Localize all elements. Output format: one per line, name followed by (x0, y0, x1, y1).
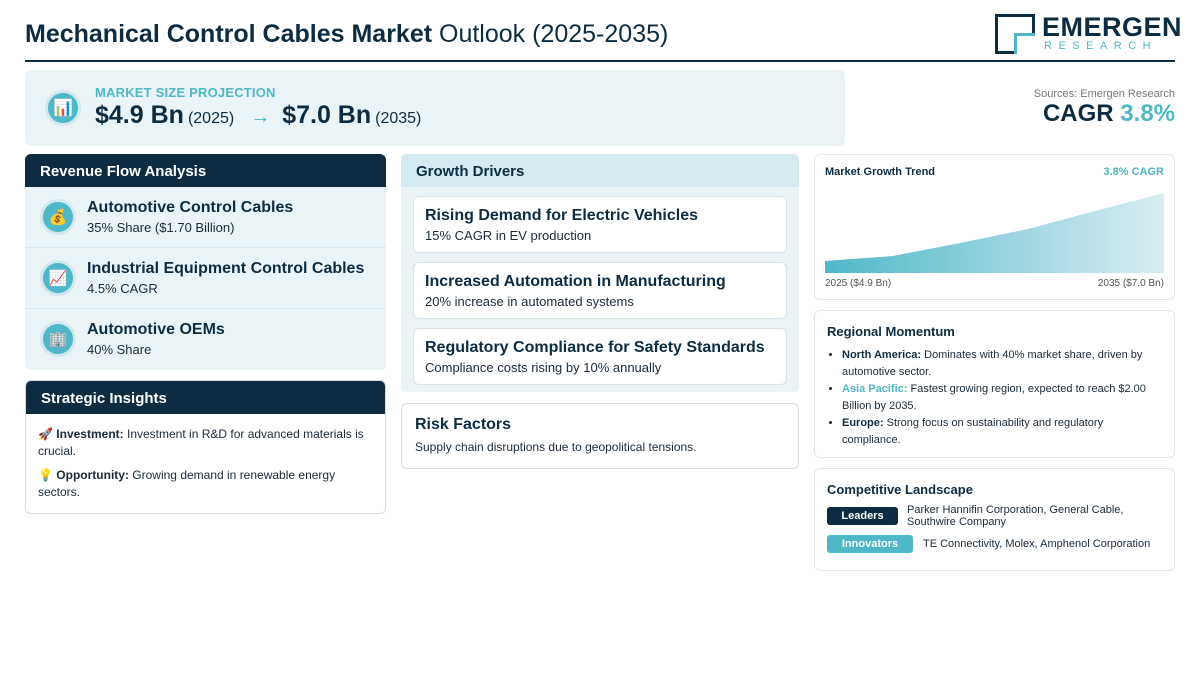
risk-factors-title: Risk Factors (415, 416, 512, 433)
growth-driver-card: Regulatory Compliance for Safety Standar… (413, 328, 787, 385)
trend-end-label: 2035 ($7.0 Bn) (1097, 278, 1164, 289)
end-value: $7.0 Bn (282, 101, 372, 129)
driver-sub: Compliance costs rising by 10% annually (425, 360, 662, 375)
opportunity-label: Opportunity: (56, 468, 129, 482)
money-bag-icon: 💰 (40, 199, 76, 235)
bar-chart-icon: 📊 (45, 90, 81, 126)
growth-drivers-title: Growth Drivers (401, 154, 799, 187)
strategic-insights-title: Strategic Insights (26, 381, 385, 414)
cagr-value: 3.8% (1120, 100, 1175, 127)
emergen-logo: EMERGEN RESEARCH (995, 12, 1182, 56)
building-icon: 🏢 (40, 321, 76, 357)
page-title: Mechanical Control Cables Market Outlook… (25, 20, 668, 49)
trend-cagr: 3.8% CAGR (1103, 166, 1164, 178)
logo-sub-text: RESEARCH (1044, 40, 1158, 52)
region-item: Asia Pacific: Fastest growing region, ex… (842, 381, 1162, 415)
cagr-label: CAGR (1042, 100, 1114, 127)
cagr-summary: CAGR 3.8% (1043, 100, 1175, 128)
title-rest: Outlook (2025-2035) (439, 20, 669, 48)
growth-driver-card: Rising Demand for Electric Vehicles 15% … (413, 196, 787, 253)
innovators-badge: Innovators (827, 535, 913, 553)
revenue-item-title: Automotive Control Cables (87, 199, 294, 216)
trend-chart-icon: 📈 (40, 260, 76, 296)
driver-sub: 20% increase in automated systems (425, 294, 634, 309)
start-value: $4.9 Bn (95, 101, 184, 129)
driver-sub: 15% CAGR in EV production (425, 228, 592, 243)
opportunity-insight: 💡 Opportunity: Growing demand in renewab… (38, 467, 373, 501)
revenue-flow-title: Revenue Flow Analysis (25, 154, 386, 187)
sources-text: Sources: Emergen Research (1033, 88, 1175, 100)
region-item: Europe: Strong focus on sustainability a… (842, 415, 1162, 449)
leaders-badge: Leaders (827, 507, 898, 525)
growth-drivers-panel: Growth Drivers Rising Demand for Electri… (401, 154, 799, 392)
region-name: Europe: (842, 417, 884, 429)
driver-title: Rising Demand for Electric Vehicles (425, 207, 698, 224)
region-text: Fastest growing region, expected to reac… (842, 383, 1146, 412)
revenue-item-title: Automotive OEMs (87, 321, 225, 338)
rocket-icon: 🚀 (38, 427, 53, 441)
trend-start-label: 2025 ($4.9 Bn) (825, 278, 892, 289)
leaders-text: Parker Hannifin Corporation, General Cab… (907, 504, 1124, 528)
investment-text: Investment in R&D for advanced materials… (38, 427, 364, 458)
revenue-item-title: Industrial Equipment Control Cables (87, 260, 365, 277)
revenue-item: 📈 Industrial Equipment Control Cables 4.… (25, 248, 386, 309)
competitive-title: Competitive Landscape (827, 482, 973, 497)
logo-main-text: EMERGEN (1042, 12, 1183, 42)
market-size-projection: 📊 MARKET SIZE PROJECTION $4.9 Bn (2025) → $… (25, 70, 845, 146)
regional-momentum-card: Regional Momentum North America: Dominat… (814, 310, 1175, 458)
region-text: Strong focus on sustainability and regul… (842, 417, 1104, 446)
trend-area (825, 193, 1164, 273)
region-text: Dominates with 40% market share, driven … (842, 349, 1143, 378)
growth-driver-card: Increased Automation in Manufacturing 20… (413, 262, 787, 319)
regional-title: Regional Momentum (827, 324, 955, 339)
risk-factors-text: Supply chain disruptions due to geopolit… (415, 440, 697, 454)
competitive-landscape-card: Competitive Landscape Leaders Parker Han… (814, 468, 1175, 571)
region-name: Asia Pacific: (842, 383, 908, 395)
revenue-item: 💰 Automotive Control Cables 35% Share ($… (25, 187, 386, 248)
opportunity-text: Growing demand in renewable energy secto… (38, 468, 336, 499)
title-bold: Mechanical Control Cables Market (25, 20, 433, 48)
strategic-insights-panel: Strategic Insights 🚀 Investment: Investm… (25, 380, 386, 514)
driver-title: Regulatory Compliance for Safety Standar… (425, 339, 765, 356)
region-item: North America: Dominates with 40% market… (842, 347, 1162, 381)
trend-area-chart (825, 193, 1164, 273)
revenue-item-sub: 35% Share ($1.70 Billion) (87, 220, 235, 235)
strategic-insights-body: 🚀 Investment: Investment in R&D for adva… (26, 414, 385, 513)
revenue-item-sub: 40% Share (87, 342, 152, 357)
region-name: North America: (842, 349, 922, 361)
projection-label: MARKET SIZE PROJECTION (95, 85, 276, 100)
revenue-item: 🏢 Automotive OEMs 40% Share (25, 309, 386, 370)
trend-title: Market Growth Trend (825, 166, 936, 178)
projection-values: $4.9 Bn (2025) → $7.0 Bn (2035) (95, 101, 421, 130)
end-year: (2035) (375, 110, 422, 127)
risk-factors-panel: Risk Factors Supply chain disruptions du… (401, 403, 799, 469)
arrow-right-icon: → (250, 106, 271, 128)
start-year: (2025) (187, 110, 235, 127)
regional-list: North America: Dominates with 40% market… (842, 347, 1162, 449)
page-header: Mechanical Control Cables Market Outlook… (25, 10, 1182, 62)
investment-label: Investment: (56, 427, 124, 441)
logo-mark-icon (995, 14, 1035, 54)
innovators-text: TE Connectivity, Molex, Amphenol Corpora… (923, 538, 1151, 550)
driver-title: Increased Automation in Manufacturing (425, 273, 726, 290)
revenue-flow-panel: Revenue Flow Analysis 💰 Automotive Contr… (25, 154, 386, 370)
revenue-item-sub: 4.5% CAGR (87, 281, 158, 296)
lightbulb-icon: 💡 (38, 468, 53, 482)
market-growth-trend-card: Market Growth Trend 3.8% CAGR 2025 ($4.9… (814, 154, 1175, 300)
investment-insight: 🚀 Investment: Investment in R&D for adva… (38, 426, 373, 460)
